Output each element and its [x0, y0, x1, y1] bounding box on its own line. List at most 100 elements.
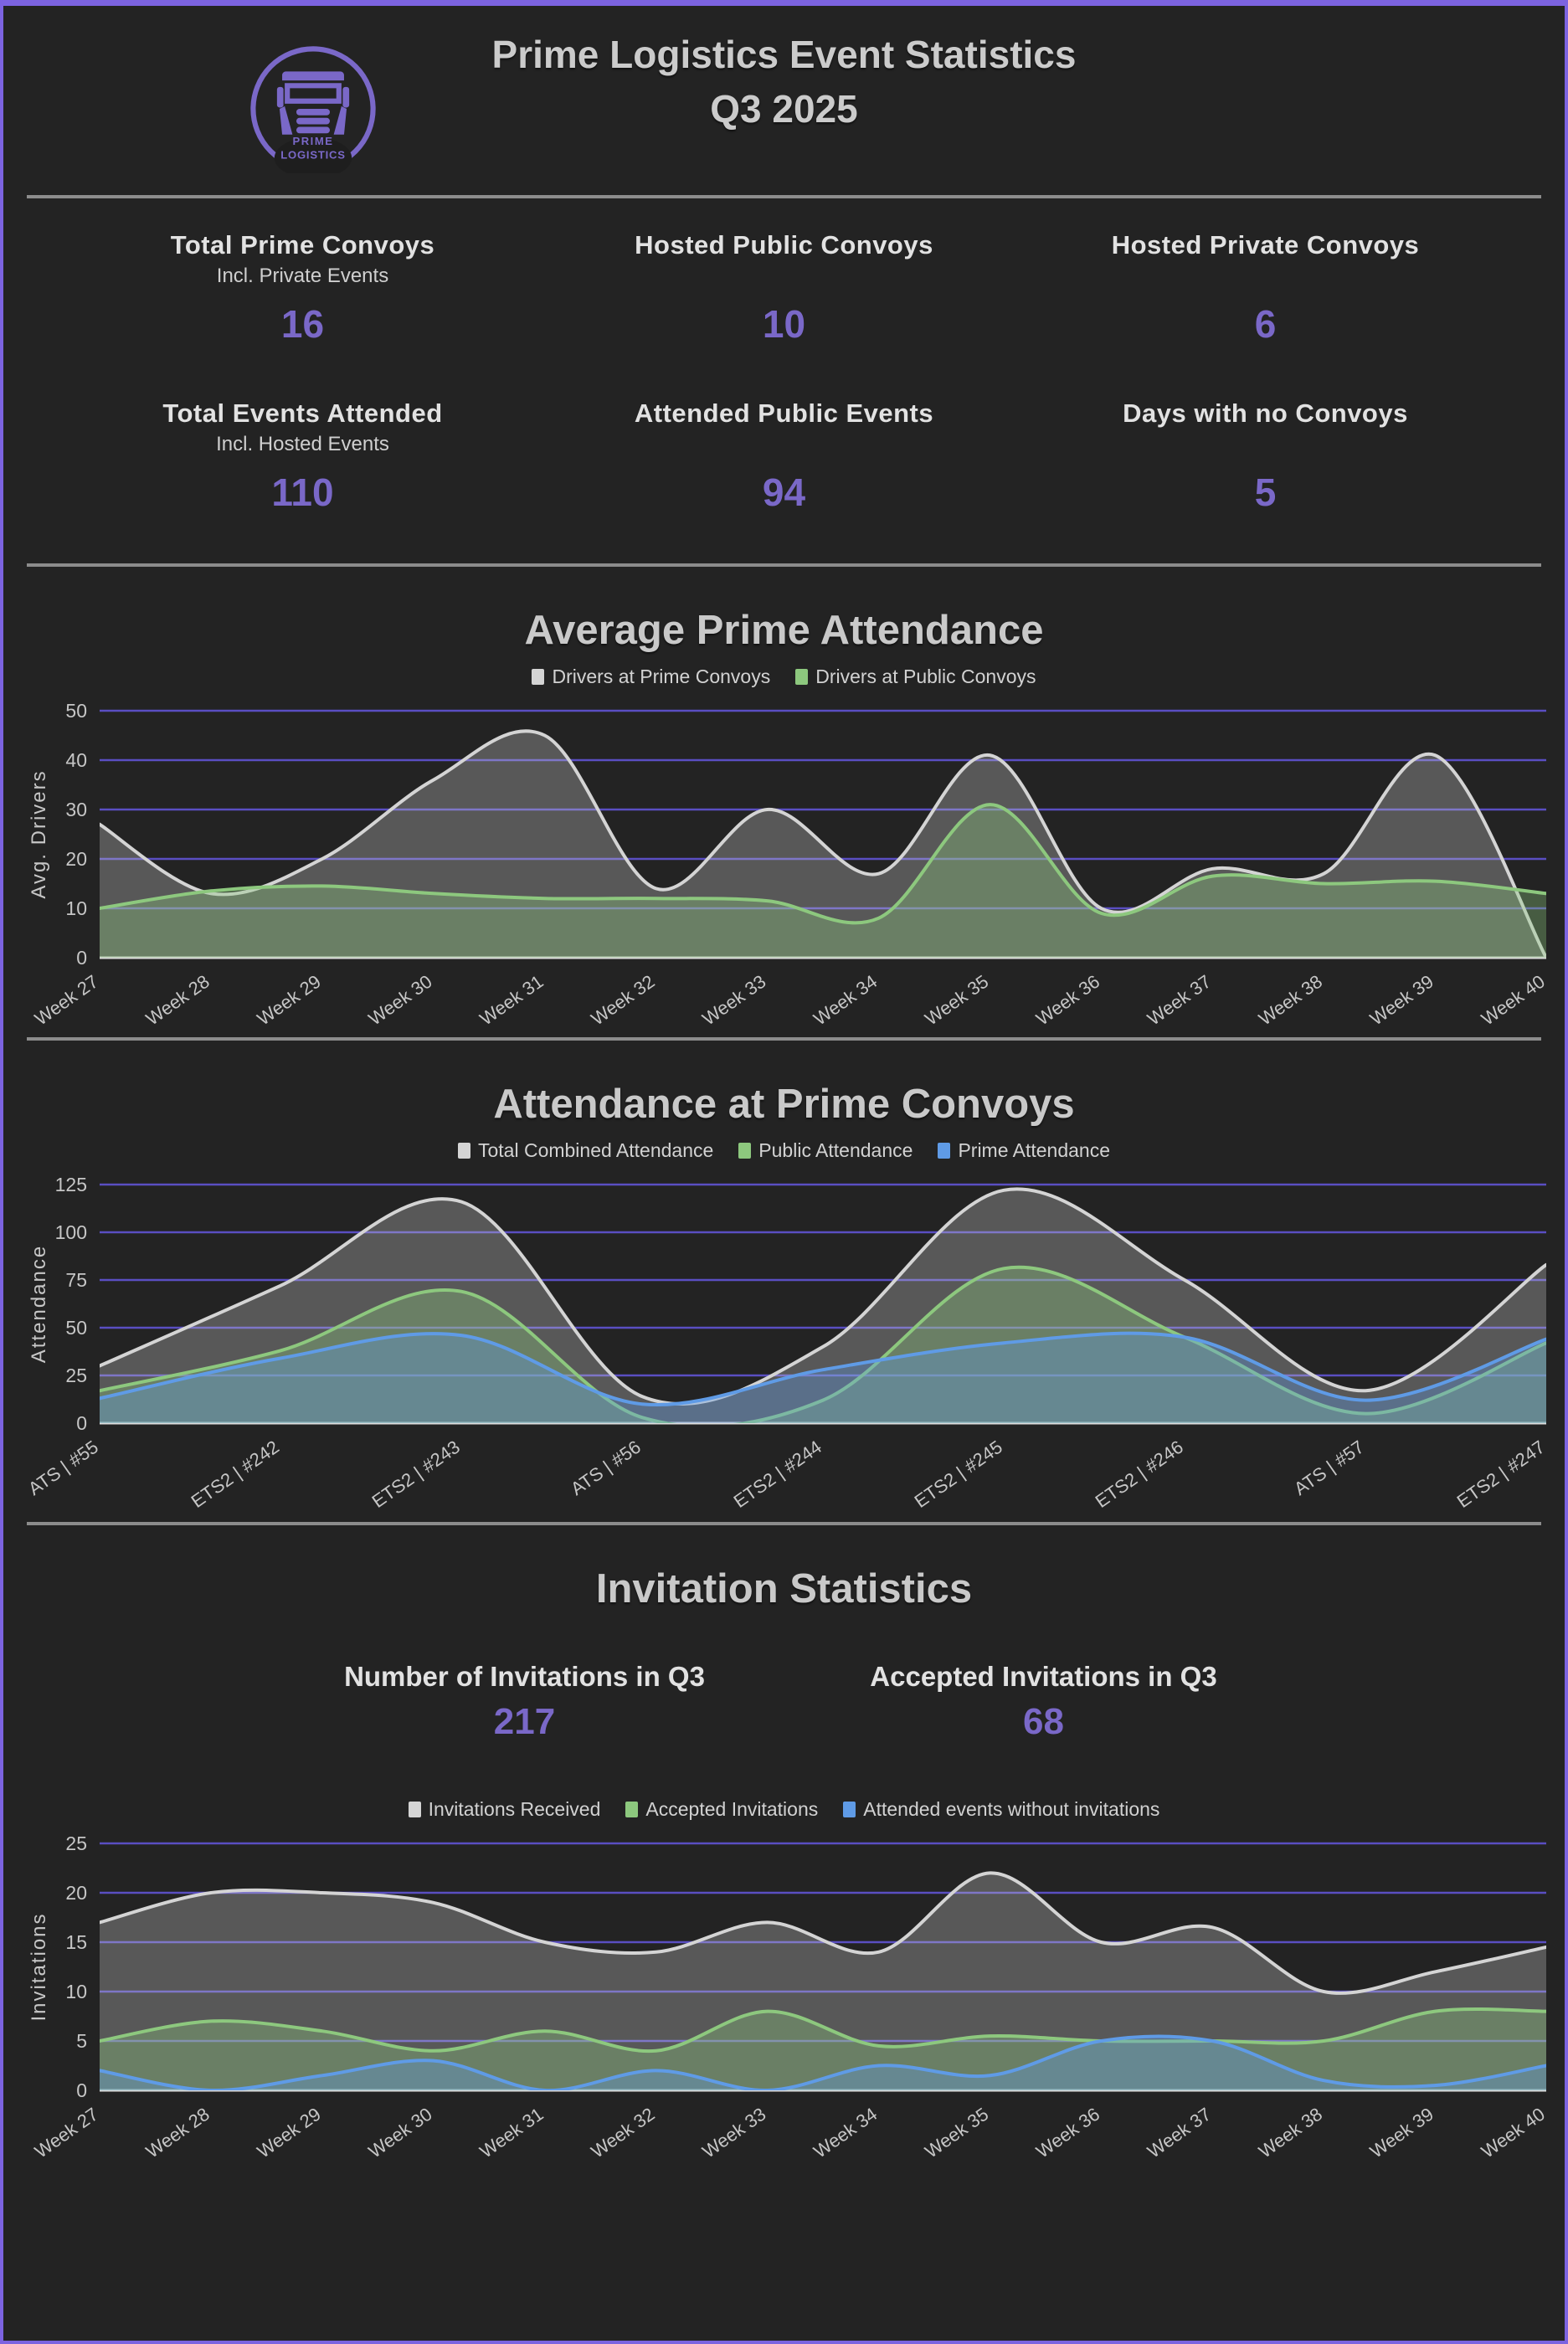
svg-text:0: 0 [76, 2079, 87, 2101]
svg-text:100: 100 [55, 1221, 87, 1243]
page-title: Prime Logistics Event Statistics Q3 2025 [3, 28, 1565, 137]
stat-attended-public-events: Attended Public Events 94 [543, 398, 1025, 515]
svg-text:ATS | #57: ATS | #57 [1290, 1437, 1368, 1499]
stat-label: Hosted Private Convoys [1111, 230, 1420, 260]
legend-label: Attended events without invitations [863, 1798, 1160, 1820]
svg-text:Week 30: Week 30 [365, 2104, 436, 2162]
svg-text:40: 40 [65, 749, 87, 771]
stat-hosted-public-convoys: Hosted Public Convoys 10 [543, 230, 1025, 347]
svg-text:Week 39: Week 39 [1366, 2104, 1437, 2162]
legend-label: Total Combined Attendance [477, 1139, 714, 1161]
stat-sublabel [543, 433, 1025, 456]
stat-value: 5 [1254, 470, 1277, 514]
legend-swatch [532, 669, 545, 685]
legend-item: Total Combined Attendance [457, 1139, 714, 1162]
chart-series-group [100, 729, 1546, 958]
svg-text:ETS2 | #246: ETS2 | #246 [1092, 1437, 1187, 1512]
svg-text:ATS | #55: ATS | #55 [24, 1437, 102, 1499]
stat-label: Hosted Public Convoys [635, 230, 933, 260]
separator [27, 195, 1541, 198]
chart-legend: Total Combined Attendance Public Attendan… [3, 1139, 1565, 1162]
svg-text:Week 28: Week 28 [142, 971, 213, 1030]
legend-label: Accepted Invitations [645, 1798, 819, 1820]
section-average-prime-attendance: Average Prime Attendance Drivers at Prim… [3, 607, 1565, 1037]
chart-series-group [100, 1187, 1546, 1423]
svg-text:Week 36: Week 36 [1032, 971, 1103, 1030]
svg-text:Week 36: Week 36 [1032, 2104, 1103, 2162]
svg-text:ETS2 | #244: ETS2 | #244 [730, 1437, 825, 1512]
legend-label: Drivers at Public Convoys [815, 666, 1036, 687]
svg-text:Week 38: Week 38 [1255, 2104, 1326, 2162]
svg-text:Week 35: Week 35 [921, 971, 992, 1030]
legend-label: Invitations Received [428, 1798, 601, 1820]
svg-text:ETS2 | #242: ETS2 | #242 [188, 1437, 283, 1512]
truck-logo-icon: PRIME LOGISTICS [250, 46, 376, 179]
stat-sublabel: Incl. Hosted Events [216, 433, 389, 455]
stat-label: Attended Public Events [634, 398, 934, 428]
area-chart: 0 10 20 30 40 50 Week 27 Week 28 Week 29 Week 30 W… [28, 700, 1549, 1030]
chart-legend: Drivers at Prime Convoys Drivers at Publi… [3, 666, 1565, 688]
svg-text:Week 40: Week 40 [1478, 2104, 1549, 2162]
area-chart: 0 25 50 75 100 125 ATS | #55 ETS2 | #242 ETS2 | … [24, 1174, 1549, 1512]
logo-text-prime: PRIME [292, 135, 333, 147]
legend-item: Prime Attendance [938, 1139, 1110, 1162]
svg-text:Week 29: Week 29 [254, 2104, 325, 2162]
chart-average-prime-attendance: 0 10 20 30 40 50 Week 27 Week 28 Week 29 Week 30 W… [3, 690, 1565, 1037]
legend-item: Accepted Invitations [625, 1798, 818, 1821]
page-title-line1: Prime Logistics Event Statistics [491, 33, 1077, 76]
stat-label: Total Prime Convoys [170, 230, 435, 260]
svg-text:Avg. Drivers: Avg. Drivers [28, 769, 50, 898]
header: PRIME LOGISTICS Prime Logistics Event St… [3, 28, 1565, 195]
stat-label: Accepted Invitations in Q3 [870, 1661, 1217, 1692]
svg-text:20: 20 [65, 848, 87, 870]
svg-text:15: 15 [65, 1931, 87, 1953]
legend-label: Public Attendance [758, 1139, 913, 1161]
legend-swatch [738, 1143, 752, 1159]
page-title-line2: Q3 2025 [710, 87, 858, 131]
legend-label: Drivers at Prime Convoys [552, 666, 771, 687]
svg-text:5: 5 [76, 2030, 87, 2052]
svg-text:Week 31: Week 31 [476, 971, 547, 1030]
svg-text:ETS2 | #245: ETS2 | #245 [911, 1437, 1006, 1512]
svg-text:10: 10 [65, 1981, 87, 2002]
chart-title: Invitation Statistics [595, 1566, 973, 1612]
logo-text-logistics: LOGISTICS [280, 148, 345, 161]
separator [27, 563, 1541, 567]
stat-sublabel: Incl. Private Events [216, 265, 389, 287]
legend-swatch [625, 1802, 639, 1817]
svg-text:Week 34: Week 34 [810, 2104, 881, 2162]
svg-text:Week 35: Week 35 [921, 2104, 992, 2162]
legend-item: Invitations Received [408, 1798, 601, 1821]
svg-text:Week 28: Week 28 [142, 2104, 213, 2162]
stat-total-events-attended: Total Events Attended Incl. Hosted Event… [62, 398, 543, 515]
stat-value: 94 [762, 470, 806, 514]
svg-text:Week 37: Week 37 [1144, 971, 1215, 1030]
chart-invitation-statistics: 0 5 10 15 20 25 Week 27 Week 28 Week 29 Week 30 We… [3, 1822, 1565, 2192]
chart-title: Attendance at Prime Convoys [493, 1082, 1075, 1127]
svg-text:Attendance: Attendance [28, 1245, 50, 1363]
chart-legend: Invitations Received Accepted Invitations… [3, 1798, 1565, 1821]
svg-text:Week 33: Week 33 [698, 2104, 769, 2162]
stat-label: Number of Invitations in Q3 [344, 1661, 705, 1692]
invitation-stats: Number of Invitations in Q3 217 Accepted… [265, 1661, 1303, 1743]
svg-text:Week 34: Week 34 [810, 971, 881, 1030]
legend-swatch [457, 1143, 470, 1159]
svg-text:125: 125 [55, 1174, 87, 1195]
stat-value: 68 [1023, 1701, 1064, 1742]
svg-text:50: 50 [65, 700, 87, 722]
stat-value: 10 [762, 302, 806, 346]
area-chart: 0 5 10 15 20 25 Week 27 Week 28 Week 29 Week 30 We… [28, 1833, 1549, 2162]
stat-hosted-private-convoys: Hosted Private Convoys 6 [1025, 230, 1506, 347]
svg-text:10: 10 [65, 897, 87, 919]
prime-logistics-logo: PRIME LOGISTICS [249, 44, 378, 179]
stat-value: 217 [493, 1701, 556, 1742]
separator [27, 1037, 1541, 1041]
stat-accepted-invitations-in-q3: Accepted Invitations in Q3 68 [784, 1661, 1303, 1743]
legend-item: Drivers at Public Convoys [795, 666, 1036, 688]
chart-attendance-at-prime-convoys: 0 25 50 75 100 125 ATS | #55 ETS2 | #242 ETS2 | … [3, 1164, 1565, 1522]
stat-value: 110 [271, 470, 334, 514]
svg-text:Week 29: Week 29 [254, 971, 325, 1030]
section-attendance-at-prime-convoys: Attendance at Prime Convoys Total Combin… [3, 1081, 1565, 1522]
svg-text:30: 30 [65, 799, 87, 820]
